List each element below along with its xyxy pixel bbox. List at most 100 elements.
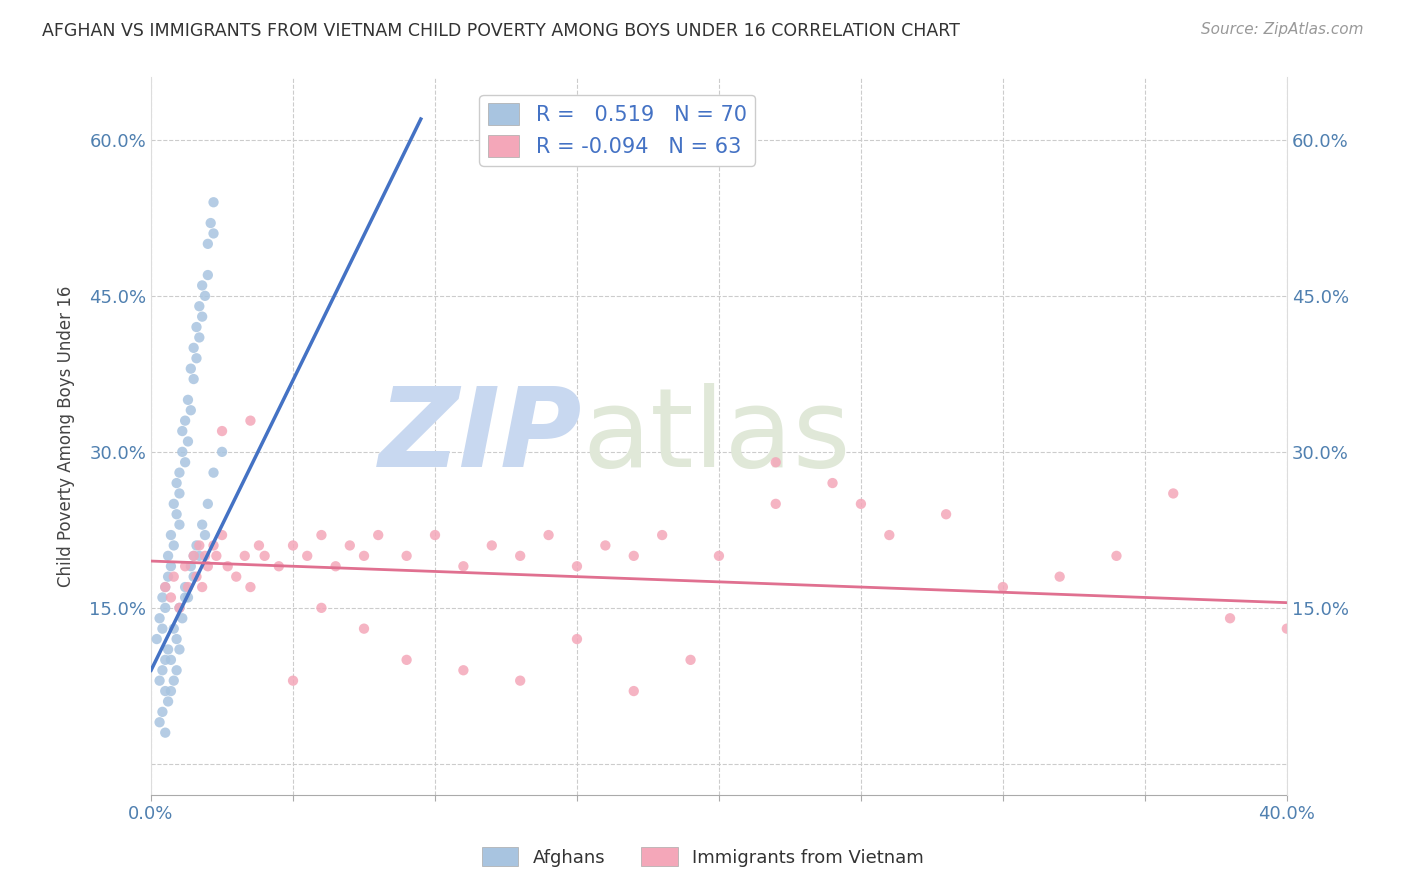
Point bbox=[177, 434, 200, 449]
Point bbox=[217, 559, 239, 574]
Point bbox=[197, 559, 219, 574]
Point bbox=[148, 673, 170, 688]
Text: Source: ZipAtlas.com: Source: ZipAtlas.com bbox=[1201, 22, 1364, 37]
Point bbox=[183, 341, 205, 355]
Text: AFGHAN VS IMMIGRANTS FROM VIETNAM CHILD POVERTY AMONG BOYS UNDER 16 CORRELATION : AFGHAN VS IMMIGRANTS FROM VIETNAM CHILD … bbox=[42, 22, 960, 40]
Point bbox=[1275, 622, 1298, 636]
Point bbox=[145, 632, 167, 646]
Point bbox=[281, 538, 304, 552]
Point bbox=[174, 559, 197, 574]
Point bbox=[148, 611, 170, 625]
Point bbox=[166, 663, 188, 677]
Point bbox=[297, 549, 319, 563]
Point bbox=[188, 330, 211, 344]
Point bbox=[879, 528, 901, 542]
Point bbox=[166, 632, 188, 646]
Point bbox=[148, 715, 170, 730]
Y-axis label: Child Poverty Among Boys Under 16: Child Poverty Among Boys Under 16 bbox=[58, 285, 75, 587]
Point bbox=[186, 569, 208, 583]
Point bbox=[157, 569, 180, 583]
Point bbox=[253, 549, 276, 563]
Legend: Afghans, Immigrants from Vietnam: Afghans, Immigrants from Vietnam bbox=[475, 840, 931, 874]
Point bbox=[163, 569, 186, 583]
Point bbox=[180, 559, 202, 574]
Point bbox=[160, 684, 183, 698]
Point bbox=[191, 517, 214, 532]
Point bbox=[311, 600, 333, 615]
Point bbox=[765, 497, 787, 511]
Point bbox=[325, 559, 347, 574]
Point bbox=[239, 414, 262, 428]
Point bbox=[194, 528, 217, 542]
Point bbox=[169, 600, 191, 615]
Point bbox=[191, 310, 214, 324]
Point bbox=[180, 361, 202, 376]
Point bbox=[152, 591, 174, 605]
Point bbox=[163, 673, 186, 688]
Point bbox=[453, 559, 475, 574]
Point bbox=[186, 538, 208, 552]
Point bbox=[169, 600, 191, 615]
Point bbox=[194, 549, 217, 563]
Point bbox=[211, 424, 233, 438]
Point bbox=[395, 653, 418, 667]
Point bbox=[174, 414, 197, 428]
Point bbox=[174, 455, 197, 469]
Point bbox=[211, 445, 233, 459]
Point bbox=[651, 528, 673, 542]
Point bbox=[188, 299, 211, 313]
Point bbox=[177, 591, 200, 605]
Point bbox=[367, 528, 389, 542]
Point bbox=[169, 486, 191, 500]
Point bbox=[311, 528, 333, 542]
Point bbox=[202, 195, 225, 210]
Point bbox=[183, 372, 205, 386]
Point bbox=[155, 653, 177, 667]
Point bbox=[281, 673, 304, 688]
Point bbox=[163, 622, 186, 636]
Point bbox=[211, 528, 233, 542]
Point bbox=[1161, 486, 1184, 500]
Text: atlas: atlas bbox=[582, 383, 851, 490]
Point bbox=[155, 580, 177, 594]
Point bbox=[423, 528, 446, 542]
Point bbox=[339, 538, 361, 552]
Legend: R =   0.519   N = 70, R = -0.094   N = 63: R = 0.519 N = 70, R = -0.094 N = 63 bbox=[479, 95, 755, 166]
Point bbox=[194, 289, 217, 303]
Point bbox=[595, 538, 617, 552]
Point bbox=[191, 580, 214, 594]
Point bbox=[186, 351, 208, 366]
Point bbox=[353, 549, 375, 563]
Point bbox=[707, 549, 730, 563]
Text: ZIP: ZIP bbox=[380, 383, 582, 490]
Point bbox=[623, 549, 645, 563]
Point bbox=[481, 538, 503, 552]
Point bbox=[188, 549, 211, 563]
Point bbox=[247, 538, 270, 552]
Point bbox=[174, 591, 197, 605]
Point bbox=[160, 559, 183, 574]
Point bbox=[183, 549, 205, 563]
Point bbox=[169, 466, 191, 480]
Point bbox=[1105, 549, 1128, 563]
Point bbox=[202, 227, 225, 241]
Point bbox=[197, 236, 219, 251]
Point bbox=[679, 653, 702, 667]
Point bbox=[225, 569, 247, 583]
Point bbox=[160, 591, 183, 605]
Point bbox=[565, 632, 588, 646]
Point bbox=[157, 694, 180, 708]
Point bbox=[155, 725, 177, 739]
Point bbox=[180, 403, 202, 417]
Point bbox=[160, 653, 183, 667]
Point bbox=[169, 642, 191, 657]
Point bbox=[197, 497, 219, 511]
Point bbox=[239, 580, 262, 594]
Point bbox=[623, 684, 645, 698]
Point bbox=[509, 673, 531, 688]
Point bbox=[191, 278, 214, 293]
Point bbox=[200, 216, 222, 230]
Point bbox=[172, 445, 194, 459]
Point bbox=[157, 549, 180, 563]
Point bbox=[1219, 611, 1241, 625]
